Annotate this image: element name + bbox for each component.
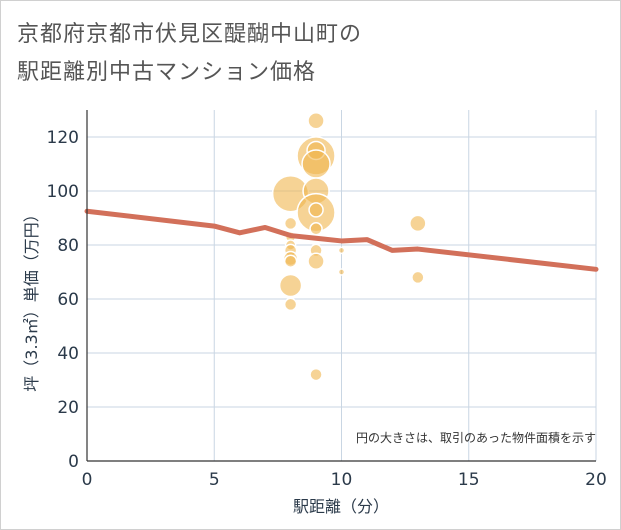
bubble-point: [309, 222, 323, 236]
y-tick-label: 40: [57, 344, 79, 364]
bubble-series: [271, 112, 427, 382]
trend-line: [84, 208, 599, 272]
x-tick-label: 10: [331, 470, 353, 490]
x-axis-title: 駅距離（分）: [293, 497, 389, 516]
chart-title-line1: 京都府京都市伏見区醍醐中山町の: [17, 22, 363, 47]
bubble-point: [309, 367, 323, 382]
y-tick-label: 120: [47, 128, 79, 148]
bubble-point: [308, 202, 324, 218]
bubble-point: [337, 268, 346, 276]
y-tick-label: 100: [47, 182, 79, 202]
bubble-point: [283, 254, 298, 268]
grid-lines: [87, 110, 597, 461]
y-axis-title: 坪（3.3㎡）単価（万円）: [22, 206, 41, 391]
x-tick-label: 15: [458, 470, 480, 490]
axes: [86, 110, 596, 462]
bubble-point: [307, 252, 325, 270]
bubble-point: [411, 270, 425, 285]
y-tick-label: 60: [57, 290, 79, 310]
x-tick-label: 0: [82, 470, 93, 490]
y-tick-label: 0: [68, 452, 79, 472]
bubble-point: [278, 273, 303, 298]
tick-labels: 0 5 10 15 20 0 20 40 60 80 100 120: [47, 128, 607, 490]
chart-title-line2: 駅距離別中古マンション価格: [17, 60, 317, 85]
bubble-point: [301, 149, 331, 179]
bubble-point: [307, 112, 325, 130]
y-tick-label: 80: [57, 236, 79, 256]
y-tick-label: 20: [57, 398, 79, 418]
x-tick-label: 5: [209, 470, 220, 490]
x-tick-label: 20: [585, 470, 607, 490]
bubble-point: [283, 216, 298, 231]
trend-series: [84, 208, 599, 272]
bubble-point: [283, 297, 298, 312]
chart-note: 円の大きさは、取引のあった物件面積を示す: [356, 430, 596, 445]
bubble-point: [409, 214, 427, 233]
bubble-point: [337, 246, 346, 255]
